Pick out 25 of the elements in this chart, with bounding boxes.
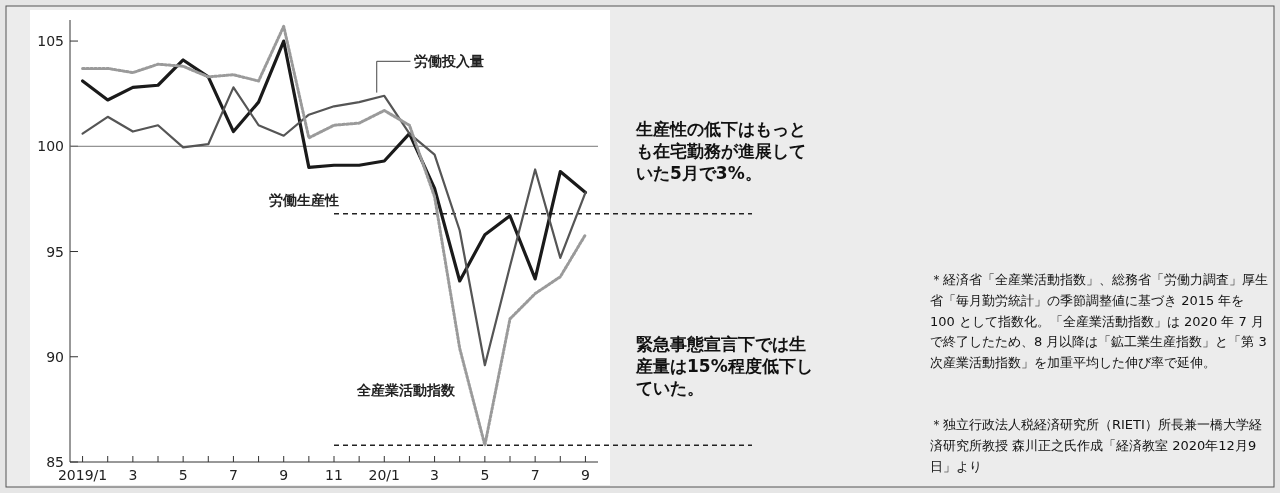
line-series (81, 24, 587, 447)
text: 緊急事態宣言下では生産量は15%程度低下していた。 (636, 333, 814, 400)
y-tick-label: 90 (46, 348, 64, 365)
text: 労働投入量 (414, 53, 485, 70)
text: ＊独立行政法人税経済研究所（RIETI）所長兼一橋大学経済研究所教授 森川正之氏作成「経済教室 2020年12月9日」より (930, 416, 1263, 476)
x-tick-label: 5 (178, 467, 188, 483)
text: ＊経済省「全産業活動指数」、総務省「労働力調査」厚生省「毎月勤労統計」の季節調整値に基づき 2015 年を 100 として指数化。「全産業活動指数」は 2020 年 7 月で終了したため、8 月以降は「鉱工業生産指数」と「第 3 次産業活動指数」を加重平均した伸び率で延伸。 (930, 271, 1269, 373)
x-tick-label: 20/1 (368, 467, 401, 483)
x-tick-label: 11 (325, 467, 343, 483)
y-tick-label: 105 (37, 33, 64, 50)
x-tick-label: 9 (580, 467, 590, 483)
x-tick-label: 2019/1 (57, 467, 108, 483)
y-tick-label: 85 (46, 454, 64, 470)
x-tick-label: 9 (279, 467, 289, 483)
y-tick-label: 100 (37, 138, 64, 155)
y-tick-label: 95 (46, 243, 64, 260)
x-tick-label: 3 (430, 467, 440, 483)
line-series (81, 86, 587, 367)
x-tick-label: 5 (480, 467, 490, 483)
x-tick-label: 7 (530, 467, 540, 483)
series-label: 全産業活動指数 (355, 381, 456, 398)
x-tick-label: 7 (228, 467, 238, 483)
text: 生産性の低下はもっとも在宅勤務が進展していた5月で3%。 (636, 118, 807, 185)
series-label: 労働生産性 (268, 192, 339, 209)
x-tick-label: 3 (128, 467, 138, 483)
